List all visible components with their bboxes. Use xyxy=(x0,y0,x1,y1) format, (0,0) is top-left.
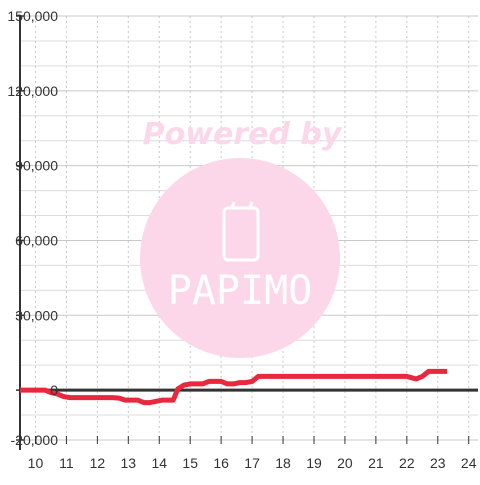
x-tick-label: 16 xyxy=(213,455,229,471)
x-tick-label: 17 xyxy=(244,455,260,471)
x-tick-label: 12 xyxy=(90,455,106,471)
y-tick-label: 90,000 xyxy=(15,158,58,174)
watermark-circle xyxy=(140,158,340,358)
x-tick-label: 19 xyxy=(306,455,322,471)
watermark-brand: PAPIMO xyxy=(168,268,313,314)
y-tick-label: 0 xyxy=(50,382,58,398)
x-tick-label: 11 xyxy=(59,455,74,471)
x-tick-label: 18 xyxy=(275,455,291,471)
x-tick-label: 20 xyxy=(337,455,353,471)
x-tick-label: 21 xyxy=(368,455,384,471)
x-tick-label: 23 xyxy=(430,455,446,471)
x-tick-label: 15 xyxy=(182,455,198,471)
axes xyxy=(16,15,478,450)
watermark: Powered by PAPIMO xyxy=(140,117,343,358)
x-tick-label: 24 xyxy=(461,455,477,471)
x-tick-label: 22 xyxy=(399,455,415,471)
x-tick-label: 10 xyxy=(28,455,44,471)
y-tick-label: 30,000 xyxy=(15,307,58,323)
watermark-caption: Powered by xyxy=(143,117,343,152)
tick-labels: -20,000 0 30,000 60,000 90,000 120,000 150,000… xyxy=(7,8,476,471)
x-tick-label: 14 xyxy=(151,455,167,471)
y-tick-label: 120,000 xyxy=(7,83,58,99)
y-tick-label: -20,000 xyxy=(11,432,59,448)
y-tick-label: 60,000 xyxy=(15,232,58,248)
series-line xyxy=(20,368,448,406)
series xyxy=(20,368,448,406)
phone-icon xyxy=(222,201,260,262)
y-tick-label: 150,000 xyxy=(7,8,58,24)
x-tick-label: 13 xyxy=(121,455,137,471)
